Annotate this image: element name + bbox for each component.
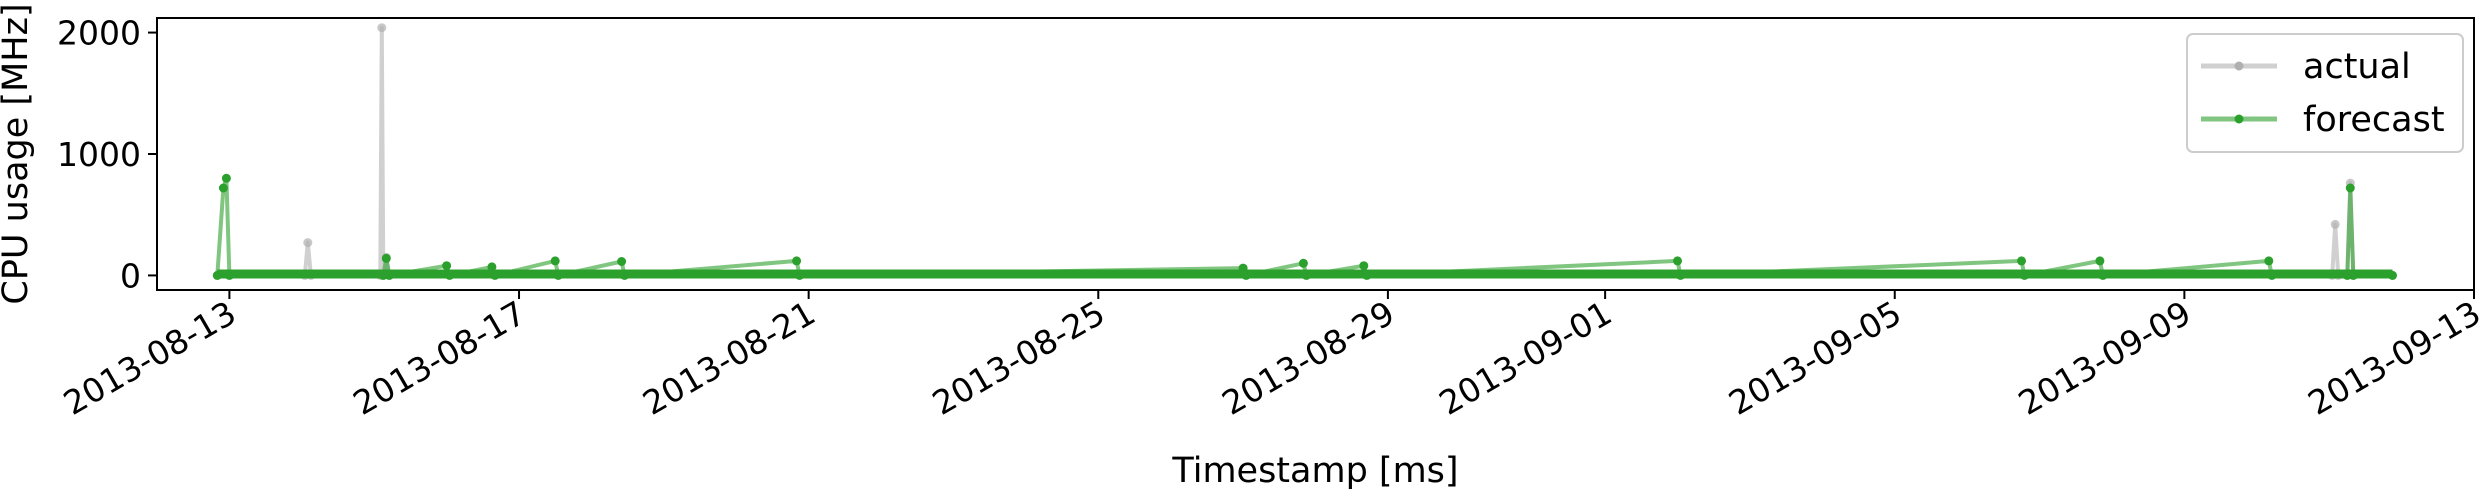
legend-label: actual [2303, 47, 2411, 87]
data-point-forecast [2345, 183, 2355, 193]
data-point-forecast [1362, 270, 1372, 280]
y-axis: 0 1000 2000 [57, 14, 157, 295]
data-point-forecast [2348, 270, 2358, 280]
x-tick-label: 2013-08-25 [926, 293, 1112, 423]
data-point-forecast [792, 256, 802, 266]
data-point-forecast [2098, 270, 2108, 280]
data-point-forecast [1241, 270, 1251, 280]
y-axis-label: CPU usage [MHz] [0, 3, 36, 304]
data-point-forecast [490, 270, 500, 280]
x-tick-label: 2013-08-21 [636, 293, 822, 423]
chart-marks [212, 23, 2397, 280]
data-point-actual [2330, 219, 2340, 229]
plot-frame [156, 17, 2475, 291]
data-point-forecast [2017, 256, 2026, 266]
legend-marker [2234, 61, 2244, 71]
data-point-forecast [224, 270, 234, 280]
data-point-forecast [1673, 256, 1682, 266]
legend-item-forecast: forecast [2201, 100, 2445, 140]
x-tick-label: 2013-08-13 [57, 293, 243, 423]
data-point-forecast [1238, 263, 1248, 273]
data-point-forecast [445, 270, 455, 280]
data-point-forecast [617, 257, 627, 266]
x-tick-label: 2013-09-09 [2012, 293, 2198, 423]
data-point-forecast [218, 183, 228, 193]
data-point-forecast [550, 256, 560, 266]
legend-marker [2234, 114, 2244, 124]
x-axis-label: Timestamp [ms] [1171, 451, 1458, 490]
series-actual [212, 23, 2397, 280]
data-point-forecast [1298, 258, 1308, 268]
data-point-forecast [1359, 261, 1369, 271]
y-tick-label: 0 [120, 256, 141, 295]
series-forecast [212, 173, 2397, 280]
data-point-forecast [2020, 270, 2029, 280]
series-line-actual [217, 25, 2393, 278]
data-point-actual [377, 23, 387, 33]
data-point-forecast [442, 261, 452, 271]
legend-item-actual: actual [2201, 47, 2411, 87]
data-point-forecast [2264, 256, 2274, 266]
data-point-forecast [795, 270, 805, 280]
data-point-forecast [1676, 270, 1685, 280]
y-tick-label: 1000 [57, 135, 141, 174]
data-point-forecast [553, 270, 563, 280]
data-point-forecast [1301, 270, 1311, 280]
x-tick-label: 2013-09-05 [1722, 293, 1908, 423]
legend-label: forecast [2303, 100, 2445, 140]
data-point-forecast [487, 262, 497, 272]
data-point-forecast [2267, 270, 2277, 280]
data-point-forecast [384, 270, 394, 280]
x-tick-label: 2013-09-13 [2301, 293, 2481, 423]
y-tick-label: 2000 [57, 14, 141, 53]
x-tick-label: 2013-08-29 [1215, 293, 1401, 423]
x-tick-label: 2013-09-01 [1433, 293, 1619, 423]
data-point-forecast [212, 270, 222, 280]
legend: actual forecast [2186, 33, 2464, 153]
data-point-actual [303, 238, 313, 248]
data-point-forecast [2095, 256, 2105, 266]
x-axis: 2013-08-13 2013-08-17 2013-08-21 2013-08-25… [57, 290, 2481, 423]
data-point-forecast [381, 253, 391, 263]
data-point-forecast [221, 173, 231, 183]
x-tick-label: 2013-08-17 [346, 293, 532, 423]
data-point-forecast [620, 270, 630, 280]
data-point-forecast [2388, 270, 2397, 280]
